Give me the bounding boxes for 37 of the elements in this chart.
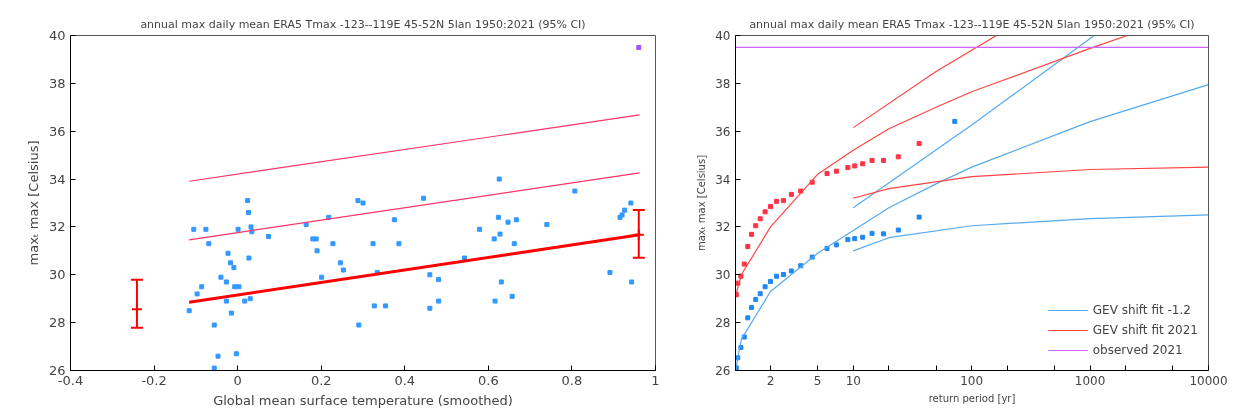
x-tick-label: 0.2 <box>310 372 332 388</box>
y-tick-label: 34 <box>715 172 731 187</box>
y-tick-label: 38 <box>48 75 66 91</box>
y-tick-label: 32 <box>48 219 66 235</box>
x-axis-title: Global mean surface temperature (smoothed) <box>213 392 513 408</box>
legend-label: GEV shift fit 2021 <box>1092 323 1198 337</box>
y-axis-title: maxₜ max [Celsius] <box>696 154 708 252</box>
legend-label: GEV shift fit -1.2 <box>1092 303 1191 317</box>
chart-title: annual max daily mean ERA5 Tmax -123--119E 45-52N 5lan 1950:2021 (95% CI) <box>140 17 586 31</box>
x-tick-label: 100 <box>960 373 984 388</box>
y-axis-title: maxₜ max [Celsius] <box>25 140 41 266</box>
x-tick-label: -0.2 <box>141 372 167 388</box>
y-tick-label: 26 <box>715 364 731 378</box>
x-axis-title: return period [yr] <box>928 392 1016 404</box>
y-tick-label: 40 <box>48 28 66 43</box>
x-tick-label: 1000 <box>1074 373 1106 388</box>
y-tick-label: 34 <box>48 171 66 187</box>
y-tick-label: 30 <box>715 268 731 283</box>
legend-label: observed 2021 <box>1092 343 1183 357</box>
x-tick-label: 0.6 <box>478 372 499 388</box>
y-tick-label: 36 <box>715 124 731 139</box>
y-tick-label: 30 <box>48 267 66 283</box>
y-tick-label: 28 <box>48 315 66 331</box>
x-tick-label: 0 <box>233 372 242 388</box>
x-tick-label: 0.8 <box>561 372 583 388</box>
y-tick-label: 28 <box>715 316 731 331</box>
x-tick-label: 2 <box>766 373 775 388</box>
x-tick-label: 10 <box>845 373 861 388</box>
x-tick-label: 5 <box>813 373 822 388</box>
y-tick-label: 32 <box>715 220 731 235</box>
y-tick-label: 36 <box>48 123 66 139</box>
x-tick-label: 0.4 <box>394 372 416 388</box>
y-tick-label: 38 <box>715 76 731 91</box>
x-tick-label: 1 <box>651 372 660 388</box>
x-tick-label: 10000 <box>1189 373 1228 388</box>
chart-title: annual max daily mean ERA5 Tmax -123--119E 45-52N 5lan 1950:2021 (95% CI) <box>749 17 1195 31</box>
y-tick-label: 40 <box>715 29 731 43</box>
